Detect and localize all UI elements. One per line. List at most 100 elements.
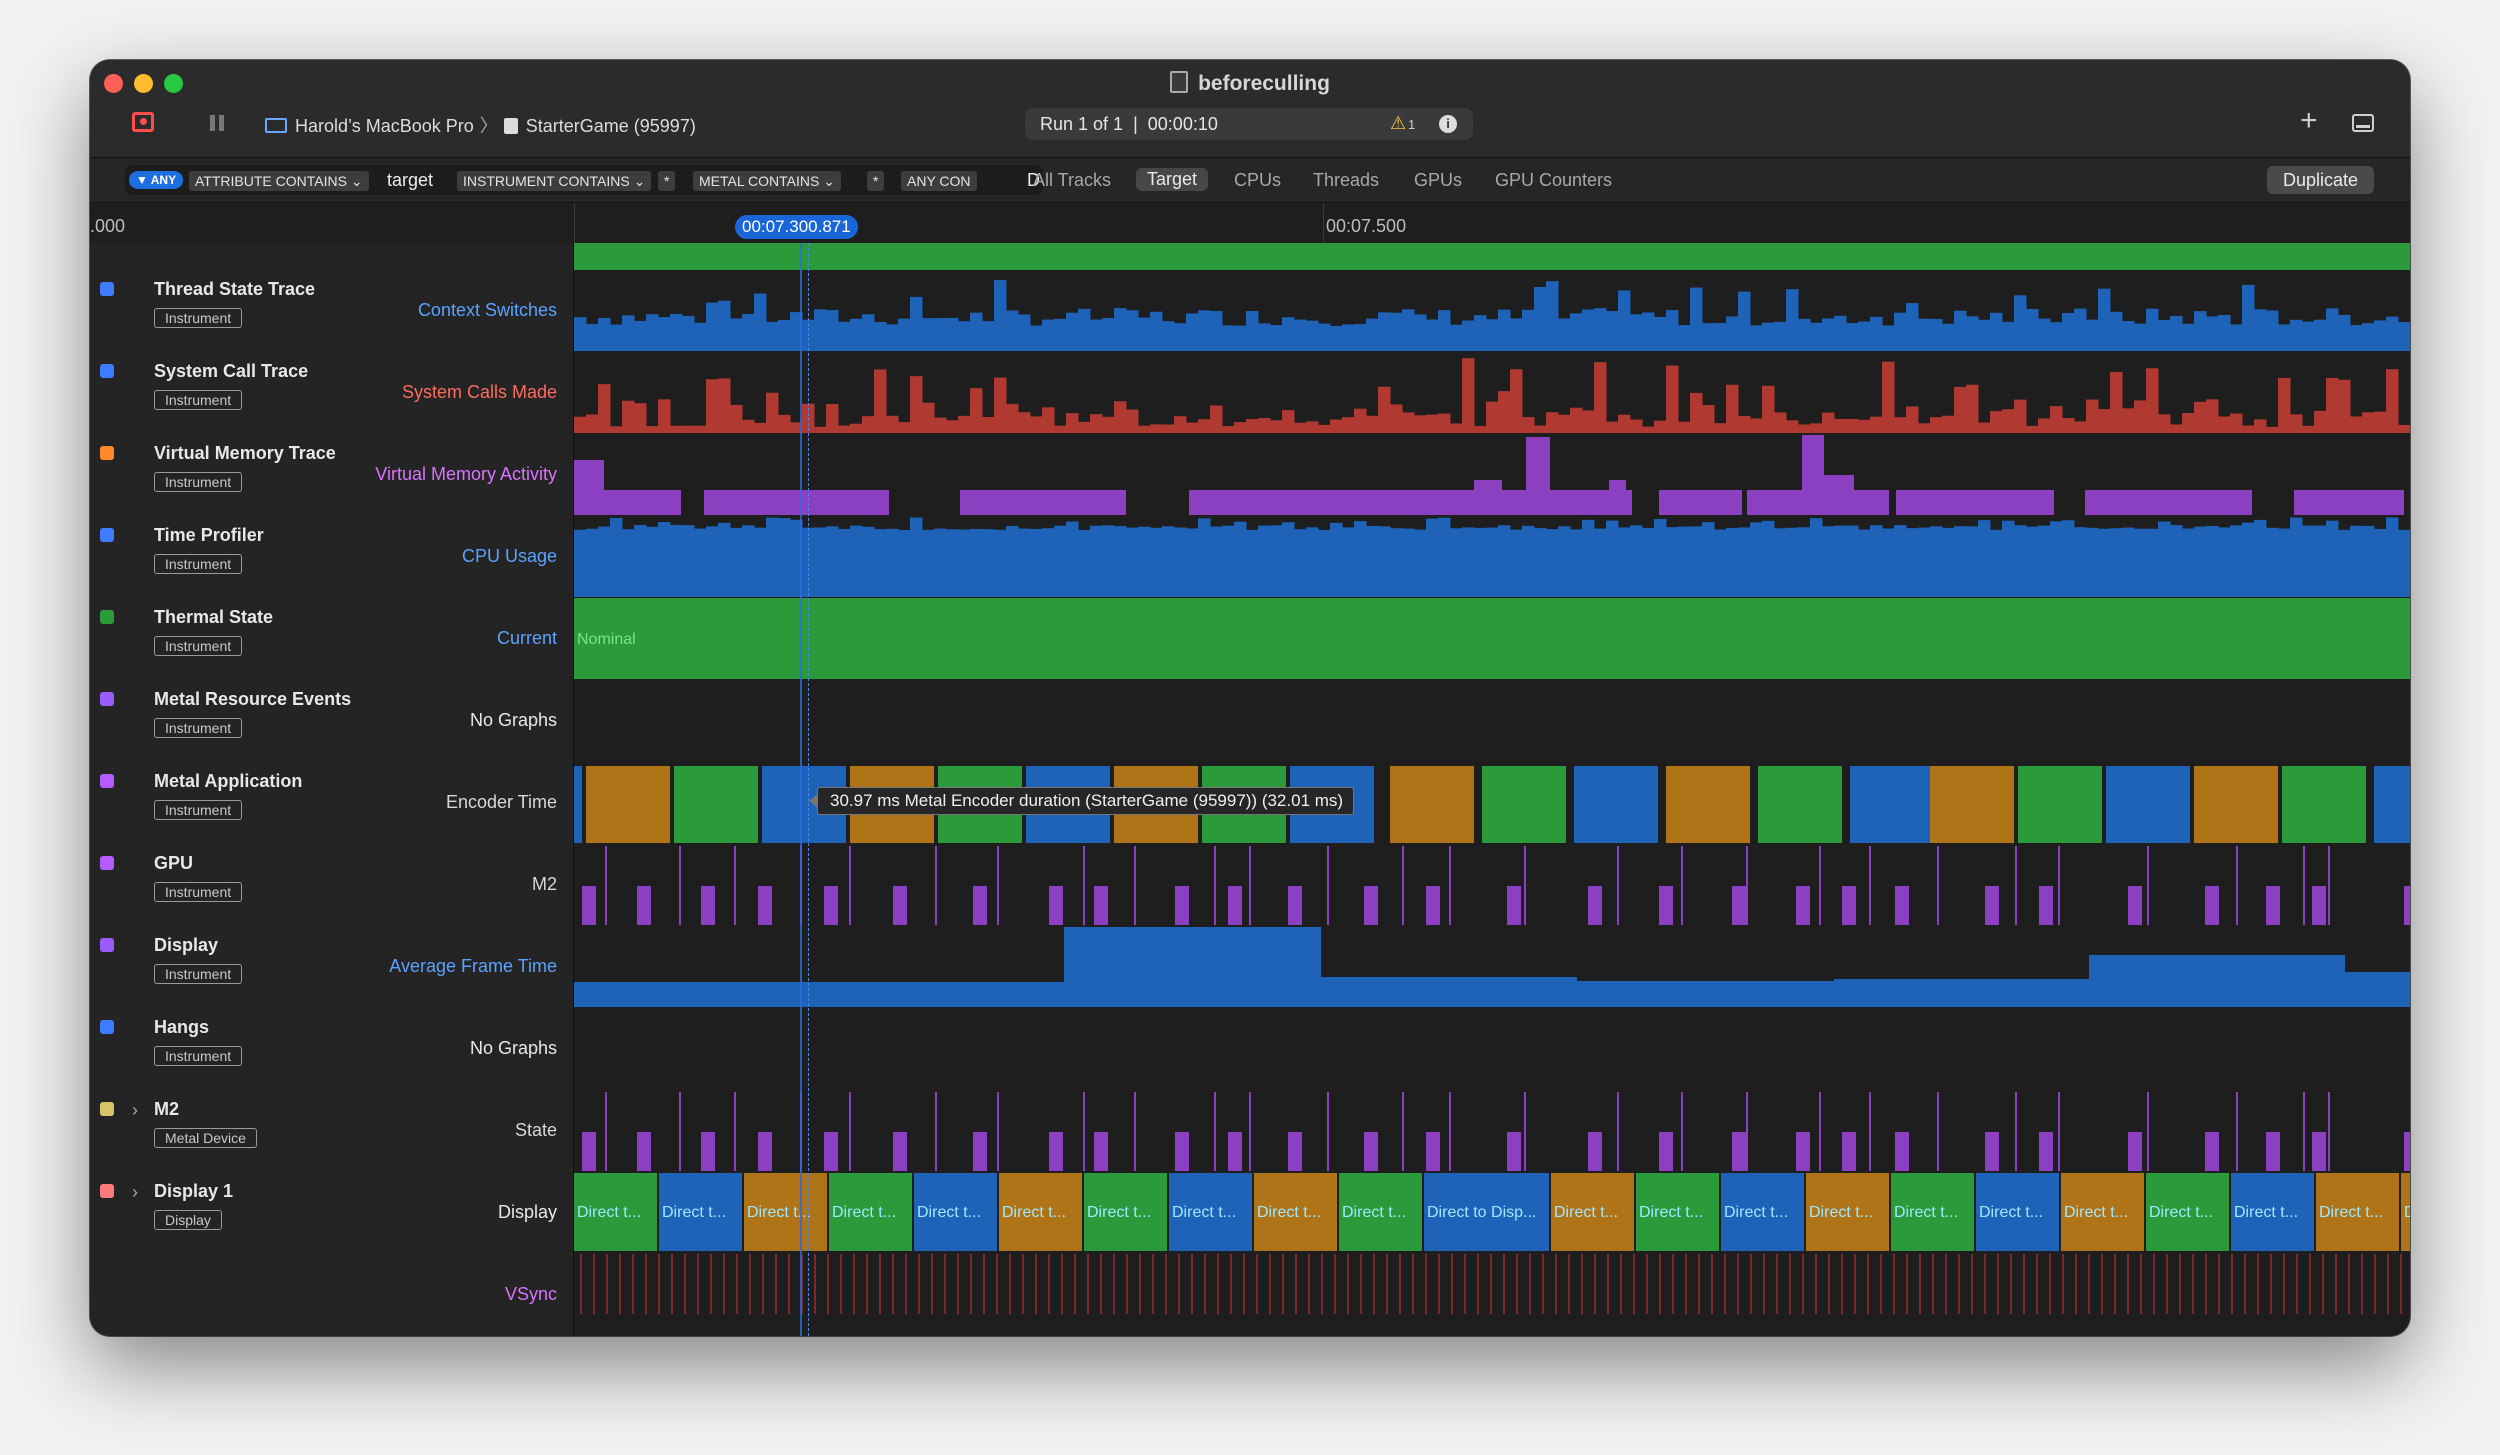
track-graph[interactable] [574, 516, 2410, 598]
track-graph[interactable] [574, 434, 2410, 516]
cpu-usage-bar [2374, 528, 2387, 597]
track-row-virtual-memory-trace[interactable]: Virtual Memory Trace Instrument Virtual Me… [90, 434, 2410, 517]
track-filter-field[interactable]: ▼ ANY ATTRIBUTE CONTAINS ⌄ target INSTRU… [125, 165, 1043, 195]
any-match-pill[interactable]: ▼ ANY [129, 171, 184, 189]
pause-button[interactable] [210, 115, 224, 131]
track-row-time-profiler[interactable]: Time Profiler Instrument CPU Usage [90, 516, 2410, 599]
system-call-bar [826, 404, 839, 433]
vsync-tick [1373, 1254, 1375, 1314]
track-row-hangs[interactable]: Hangs Instrument No Graphs [90, 1008, 2410, 1091]
track-row-metal-resource-events[interactable]: Metal Resource Events Instrument No Graphs [90, 680, 2410, 763]
track-graph[interactable] [574, 352, 2410, 434]
track-graph-label[interactable]: Average Frame Time [389, 956, 557, 976]
metal-contains-value[interactable]: * [867, 171, 885, 191]
cpu-usage-bar [898, 529, 911, 597]
track-graph[interactable] [574, 1090, 2410, 1172]
track-graph-label[interactable]: No Graphs [469, 1038, 557, 1058]
track-row-m2[interactable]: › M2 Metal Device State [90, 1090, 2410, 1173]
track-label-column[interactable]: Thread State Trace Instrument Context Swit… [90, 270, 574, 352]
warning-icon[interactable]: ⚠ [1390, 113, 1407, 133]
zoom-window-button[interactable] [164, 74, 183, 93]
track-label-column[interactable]: › Display 1 Display Display VSync [90, 1172, 574, 1336]
disclosure-chevron-icon[interactable]: › [132, 1182, 138, 1202]
vsync-tick [710, 1254, 712, 1314]
track-graph-label[interactable]: Context Switches [417, 300, 557, 320]
system-call-bar [1330, 419, 1343, 433]
scope-gpus[interactable]: GPUs [1414, 170, 1463, 190]
context-switch-bar [1018, 314, 1031, 351]
scope-target[interactable]: Target [1136, 168, 1209, 191]
context-switch-bar [2254, 309, 2267, 351]
track-label-column[interactable]: Hangs Instrument No Graphs [90, 1008, 574, 1090]
playhead-line[interactable] [800, 243, 802, 1336]
system-call-bar [1978, 422, 1991, 433]
track-row-system-call-trace[interactable]: System Call Trace Instrument System Calls … [90, 352, 2410, 435]
track-row-display-1[interactable]: › Display 1 Display Display VSync Direct t...… [90, 1172, 2410, 1336]
track-label-column[interactable]: Time Profiler Instrument CPU Usage [90, 516, 574, 598]
add-instrument-button[interactable]: + [2300, 104, 2318, 137]
device-name[interactable]: Harold’s MacBook Pro [295, 116, 474, 136]
run-status-box[interactable]: Run 1 of 1 | 00:00:10 ⚠ 1 i [1025, 108, 1473, 140]
track-row-thermal-state[interactable]: Thermal State Instrument Current Nominal [90, 598, 2410, 681]
track-graph-label[interactable]: CPU Usage [461, 546, 557, 566]
track-graph-label[interactable]: System Calls Made [401, 382, 557, 402]
timeline-ruler[interactable]: .000 00:07.300.871 00:07.500 [90, 203, 2410, 244]
track-row-display[interactable]: Display Instrument Average Frame Time [90, 926, 2410, 1009]
track-graph-label[interactable]: Virtual Memory Activity [375, 464, 557, 484]
track-graph[interactable] [574, 243, 2410, 270]
system-call-icon [100, 364, 114, 378]
track-row-gpu[interactable]: GPU Instrument M2 [90, 844, 2410, 927]
track-graph[interactable] [574, 680, 2410, 762]
any-contains-value[interactable]: D [1027, 170, 1040, 190]
track-graph-label[interactable]: Display [497, 1202, 557, 1222]
any-contains-token[interactable]: ANY CON [901, 171, 977, 191]
scope-threads[interactable]: Threads [1313, 170, 1380, 190]
toggle-detail-panel-button[interactable] [2352, 114, 2374, 132]
system-call-bar [1306, 421, 1319, 433]
scope-all-tracks[interactable]: All Tracks [1033, 170, 1112, 190]
target-breadcrumb[interactable]: Harold’s MacBook Pro 〉 StarterGame (95997) [265, 112, 696, 138]
track-graph-label-vsync[interactable]: VSync [504, 1284, 557, 1304]
cpu-usage-bar [1798, 527, 1811, 597]
track-graph-label[interactable]: Current [496, 628, 557, 648]
disclosure-chevron-icon[interactable]: › [132, 1100, 138, 1120]
attribute-contains-token[interactable]: ATTRIBUTE CONTAINS ⌄ [189, 171, 369, 191]
track-graph[interactable] [574, 270, 2410, 352]
track-label-column[interactable]: Metal Resource Events Instrument No Graphs [90, 680, 574, 762]
track-graph-label[interactable]: No Graphs [469, 710, 557, 730]
close-window-button[interactable] [104, 74, 123, 93]
track-graph-label[interactable]: Encoder Time [445, 792, 557, 812]
track-label-column[interactable]: Virtual Memory Trace Instrument Virtual Me… [90, 434, 574, 516]
vsync-tick [944, 1254, 946, 1314]
process-name[interactable]: StarterGame (95997) [525, 116, 696, 136]
track-label-column[interactable]: Metal Application Instrument Encoder Time [90, 762, 574, 844]
attribute-contains-value[interactable]: target [387, 170, 434, 190]
track-label-column[interactable]: Thermal State Instrument Current [90, 598, 574, 680]
partial-track-row[interactable] [90, 243, 2410, 271]
playhead-time-label[interactable]: 00:07.300.871 [735, 215, 858, 239]
vm-activity-spike [1802, 435, 1824, 515]
record-button[interactable] [132, 112, 154, 132]
track-label-column[interactable]: System Call Trace Instrument System Calls … [90, 352, 574, 434]
context-switch-bar [1270, 325, 1283, 351]
track-graph[interactable] [574, 926, 2410, 1008]
gpu-activity-block [1364, 1132, 1378, 1171]
track-label-column[interactable]: GPU Instrument M2 [90, 844, 574, 926]
track-row-thread-state-trace[interactable]: Thread State Trace Instrument Context Swit… [90, 270, 2410, 353]
track-graph[interactable]: Nominal [574, 598, 2410, 680]
track-label-column[interactable]: › M2 Metal Device State [90, 1090, 574, 1172]
track-graph-label[interactable]: M2 [531, 874, 557, 894]
track-label-column[interactable]: Display Instrument Average Frame Time [90, 926, 574, 1008]
duplicate-button[interactable]: Duplicate [2267, 166, 2375, 194]
instrument-contains-value[interactable]: * [658, 171, 676, 191]
track-graph[interactable] [574, 1008, 2410, 1090]
metal-contains-token[interactable]: METAL CONTAINS ⌄ [693, 171, 841, 191]
instrument-contains-token[interactable]: INSTRUMENT CONTAINS ⌄ [457, 171, 652, 191]
track-graph[interactable]: Direct t... Direct t... Direct t... Direct … [574, 1172, 2410, 1336]
minimize-window-button[interactable] [134, 74, 153, 93]
track-graph[interactable] [574, 844, 2410, 926]
track-graph-label[interactable]: State [514, 1120, 557, 1140]
scope-cpus[interactable]: CPUs [1234, 170, 1282, 190]
scope-gpu-counters[interactable]: GPU Counters [1495, 170, 1613, 190]
info-icon[interactable]: i [1439, 115, 1457, 133]
